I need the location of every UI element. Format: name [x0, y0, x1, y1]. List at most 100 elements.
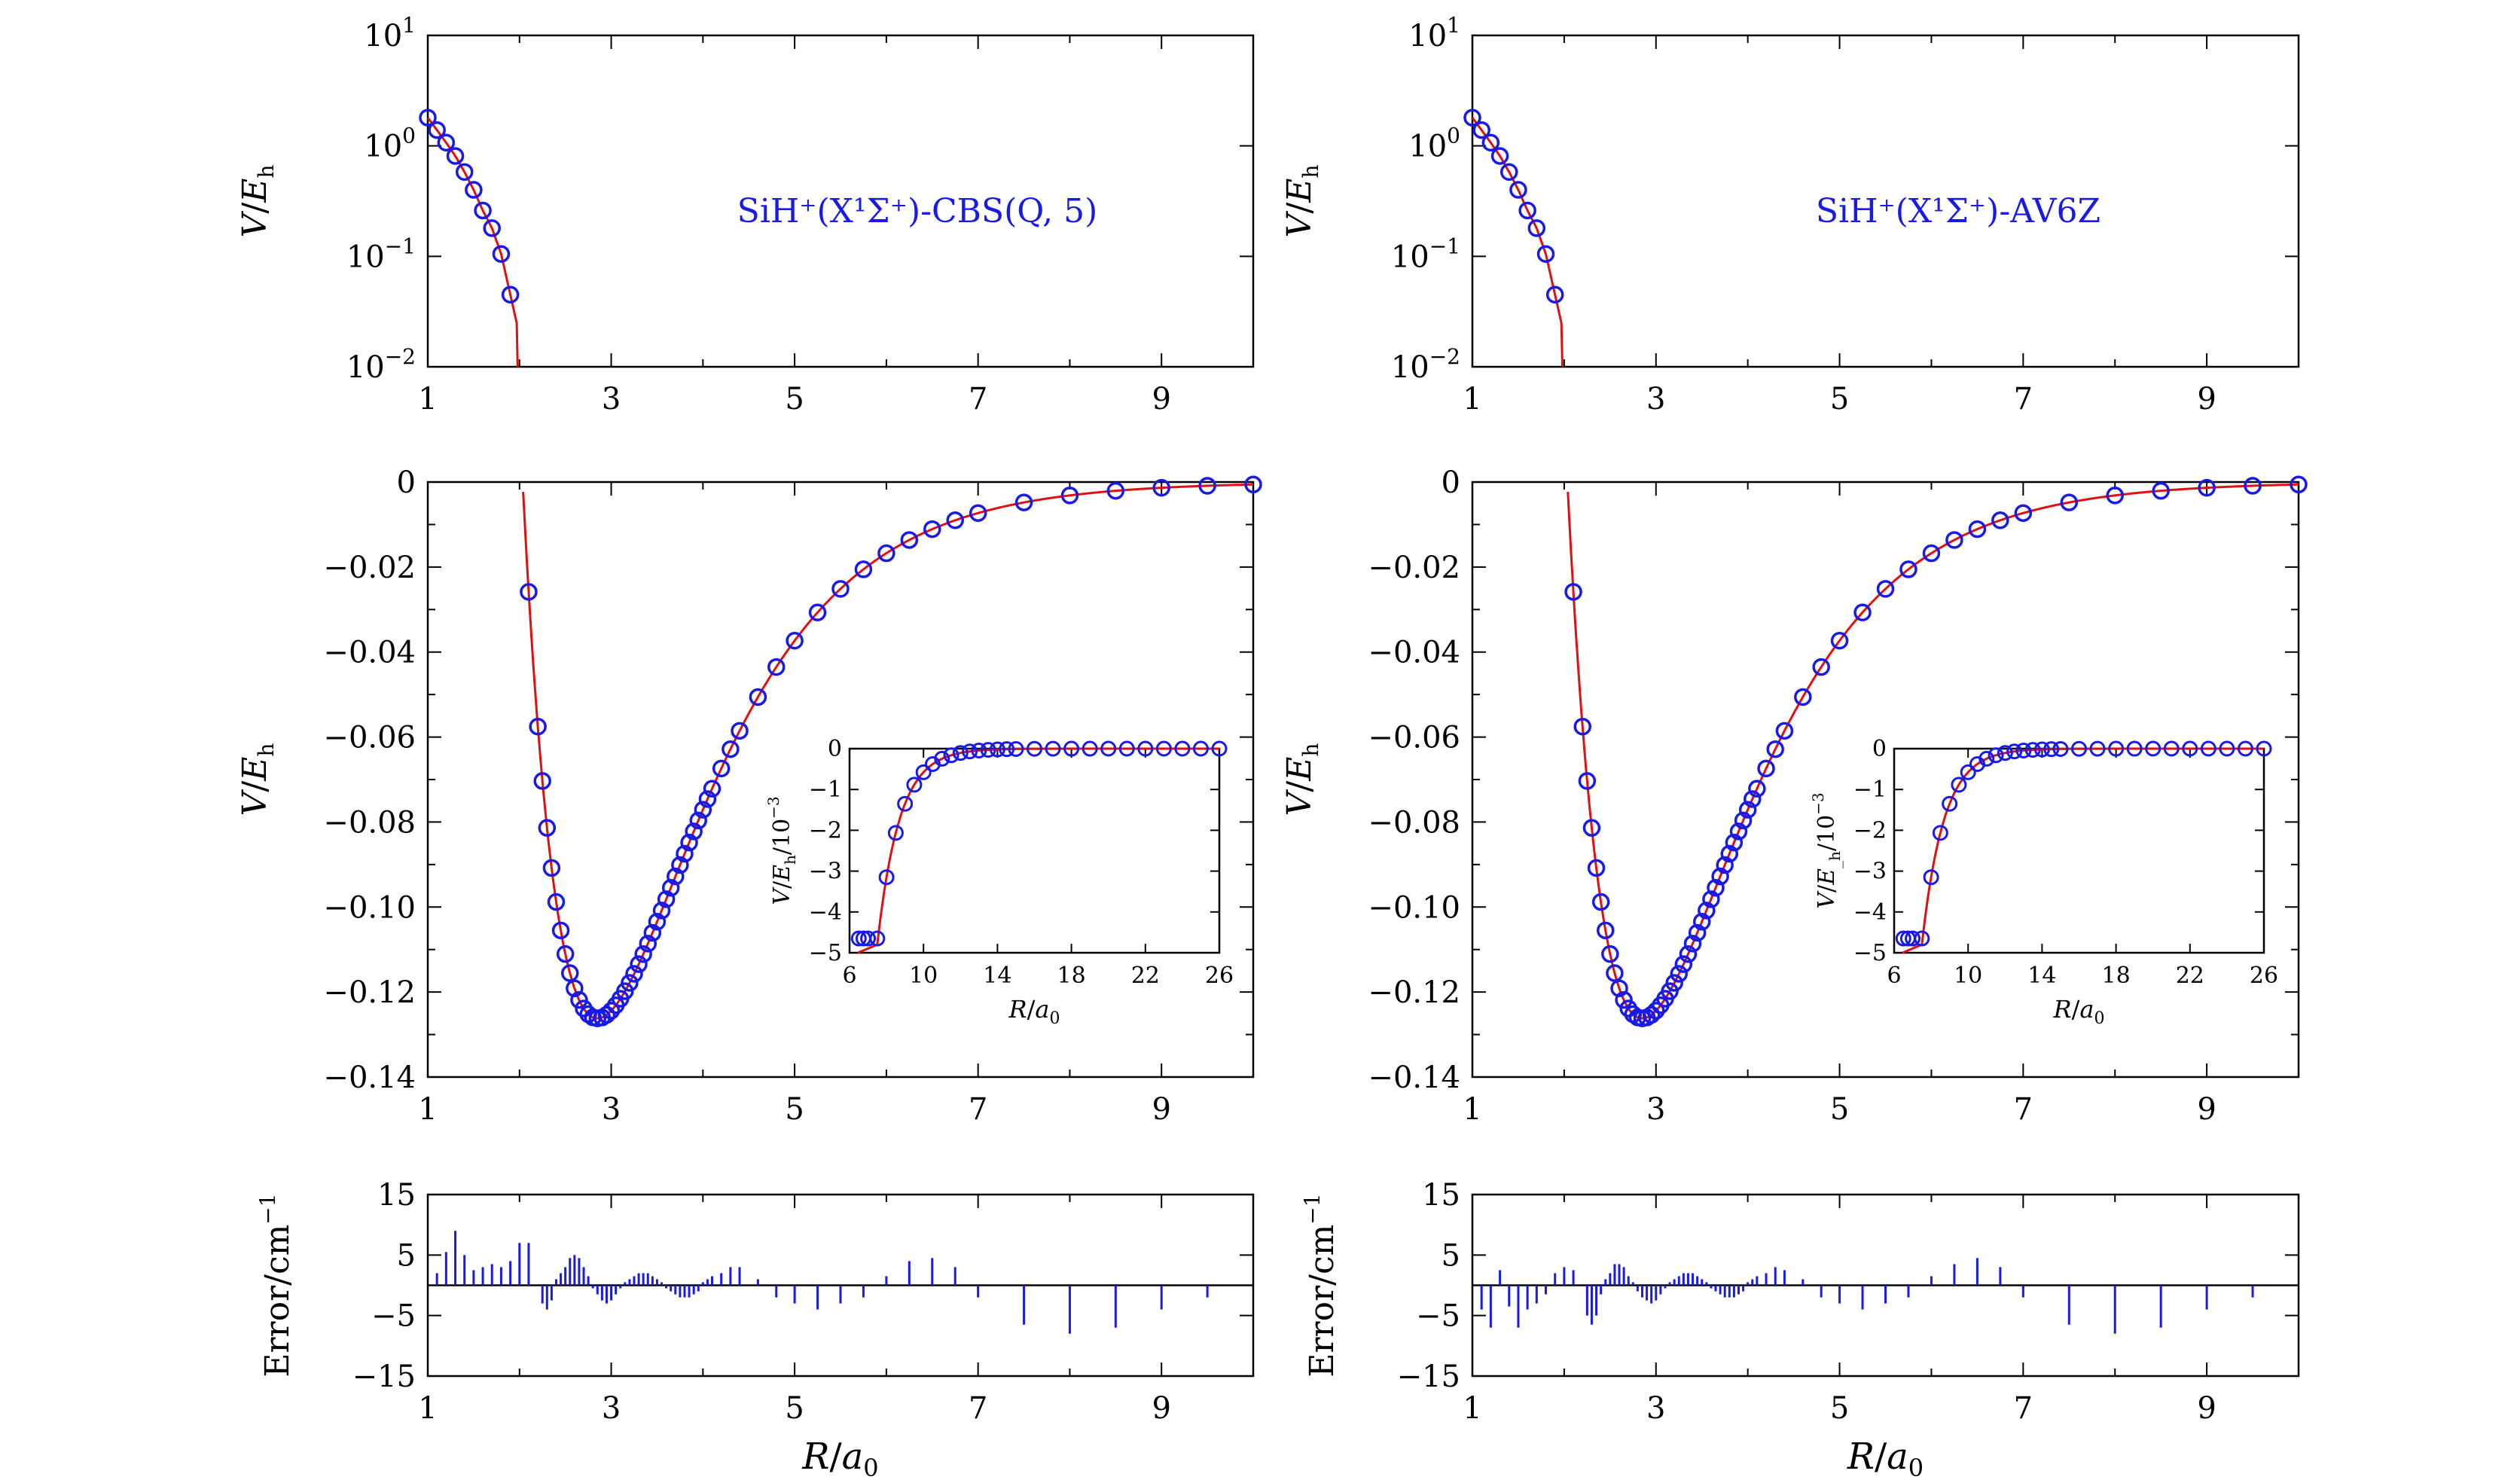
data-point-inset: [2071, 740, 2087, 757]
data-point-inset: [2033, 741, 2050, 758]
x-tick-label: 1: [1463, 382, 1481, 417]
y-tick-label: −0.10: [1368, 890, 1460, 925]
inset-x-tick-label: 10: [1954, 963, 1982, 989]
log-panel-frame-av6z: [1471, 34, 2300, 368]
data-point-potential: [2060, 493, 2079, 511]
data-point-potential: [1922, 544, 1941, 563]
data-point-inset: [1063, 740, 1080, 757]
data-point-potential: [520, 583, 538, 601]
data-point-potential: [556, 944, 575, 963]
data-point-inset: [1997, 745, 2013, 761]
data-point-log: [1518, 201, 1536, 220]
y-tick-label: 5: [397, 1238, 416, 1273]
data-point-potential: [1711, 867, 1729, 886]
data-point-potential: [1766, 740, 1784, 758]
x-tick-label: 3: [1646, 382, 1665, 417]
data-point-inset: [2256, 740, 2272, 757]
data-point-inset: [2219, 740, 2235, 757]
inset-y-tick-label: 0: [1872, 736, 1887, 762]
data-point-log: [474, 201, 492, 220]
data-point-inset: [869, 930, 886, 947]
data-point-inset: [989, 741, 1005, 758]
data-point-potential: [625, 965, 643, 983]
data-point-potential: [1968, 520, 1987, 539]
fit-curve-inset: [1902, 747, 2264, 954]
data-point-potential: [667, 867, 685, 886]
data-point-potential: [1734, 811, 1753, 830]
y-tick-label: −0.02: [1368, 551, 1460, 585]
data-point-inset: [2015, 742, 2032, 758]
x-tick-label: 1: [1463, 1391, 1481, 1426]
inset-frame-av6z: [1893, 747, 2265, 954]
data-point-potential: [1794, 688, 1812, 706]
data-point-potential: [1720, 844, 1739, 863]
y-axis-label: V/Eh: [236, 165, 279, 238]
data-point-log: [428, 121, 446, 139]
inset-y-tick-label: −5: [809, 940, 842, 966]
y-tick-label: 100: [1408, 124, 1460, 164]
data-point-potential: [671, 856, 689, 874]
data-point-potential: [1014, 493, 1033, 511]
data-point-potential: [703, 780, 722, 798]
inset-x-axis-label: R/a0: [1008, 995, 1060, 1028]
data-point-potential: [731, 722, 749, 740]
data-point-potential: [1582, 819, 1601, 837]
data-point-log: [1545, 285, 1564, 304]
data-point-potential: [1106, 481, 1125, 500]
data-point-potential: [1812, 658, 1830, 676]
x-tick-label: 7: [969, 382, 987, 417]
data-point-inset: [1082, 740, 1098, 757]
data-point-potential: [661, 879, 680, 897]
x-tick-label: 3: [1646, 1391, 1665, 1426]
x-tick-label: 9: [1152, 382, 1170, 417]
y-tick-label: −5: [1416, 1299, 1460, 1334]
data-point-log: [455, 163, 474, 182]
x-tick-label: 9: [1152, 1391, 1170, 1426]
data-point-potential: [969, 504, 987, 522]
data-point-inset: [1211, 740, 1228, 757]
y-tick-label: −15: [1397, 1359, 1460, 1394]
x-axis-label: R/a0: [801, 1436, 878, 1482]
data-point-potential: [1688, 923, 1707, 942]
data-point-potential: [676, 844, 694, 863]
x-tick-label: 9: [2197, 382, 2216, 417]
data-point-inset: [2126, 740, 2143, 757]
data-point-inset: [2024, 742, 2041, 758]
y-tick-label: −0.02: [323, 551, 416, 585]
x-tick-label: 3: [602, 1391, 621, 1426]
data-point-potential: [597, 1005, 616, 1024]
data-point-potential: [1152, 478, 1170, 497]
data-point-potential: [1830, 631, 1849, 650]
data-point-potential: [722, 740, 740, 758]
inset-y-tick-label: 0: [828, 736, 842, 762]
data-point-potential: [1683, 935, 1702, 953]
data-point-potential: [1665, 974, 1683, 992]
data-point-potential: [946, 511, 964, 529]
inset-y-axis-label: V/Eh/10−3: [764, 796, 799, 905]
data-point-inset: [878, 869, 895, 886]
data-point-potential: [1615, 990, 1633, 1009]
data-point-log: [1490, 147, 1509, 165]
data-point-potential: [749, 688, 767, 706]
x-tick-label: 7: [969, 1092, 987, 1127]
y-tick-label: −0.12: [323, 975, 416, 1010]
data-point-potential: [529, 717, 547, 736]
data-point-potential: [621, 974, 639, 992]
data-point-potential: [657, 890, 676, 908]
inset-x-tick-label: 22: [2176, 963, 2204, 989]
data-point-potential: [570, 990, 588, 1009]
data-point-potential: [1679, 945, 1698, 963]
data-point-inset: [2237, 740, 2253, 757]
data-point-inset: [934, 750, 950, 767]
data-point-potential: [542, 859, 561, 877]
data-point-potential: [1198, 477, 1216, 495]
x-tick-label: 5: [785, 1092, 804, 1127]
y-tick-label: −0.08: [1368, 805, 1460, 840]
log-panel-frame-cbs: [426, 34, 1255, 368]
y-tick-label: −0.06: [323, 721, 416, 755]
x-tick-label: 7: [2014, 382, 2033, 417]
x-tick-label: 5: [1830, 1391, 1849, 1426]
data-point-potential: [1647, 1002, 1665, 1020]
inset-y-axis-label: V/E_h/10−3: [1809, 792, 1844, 908]
